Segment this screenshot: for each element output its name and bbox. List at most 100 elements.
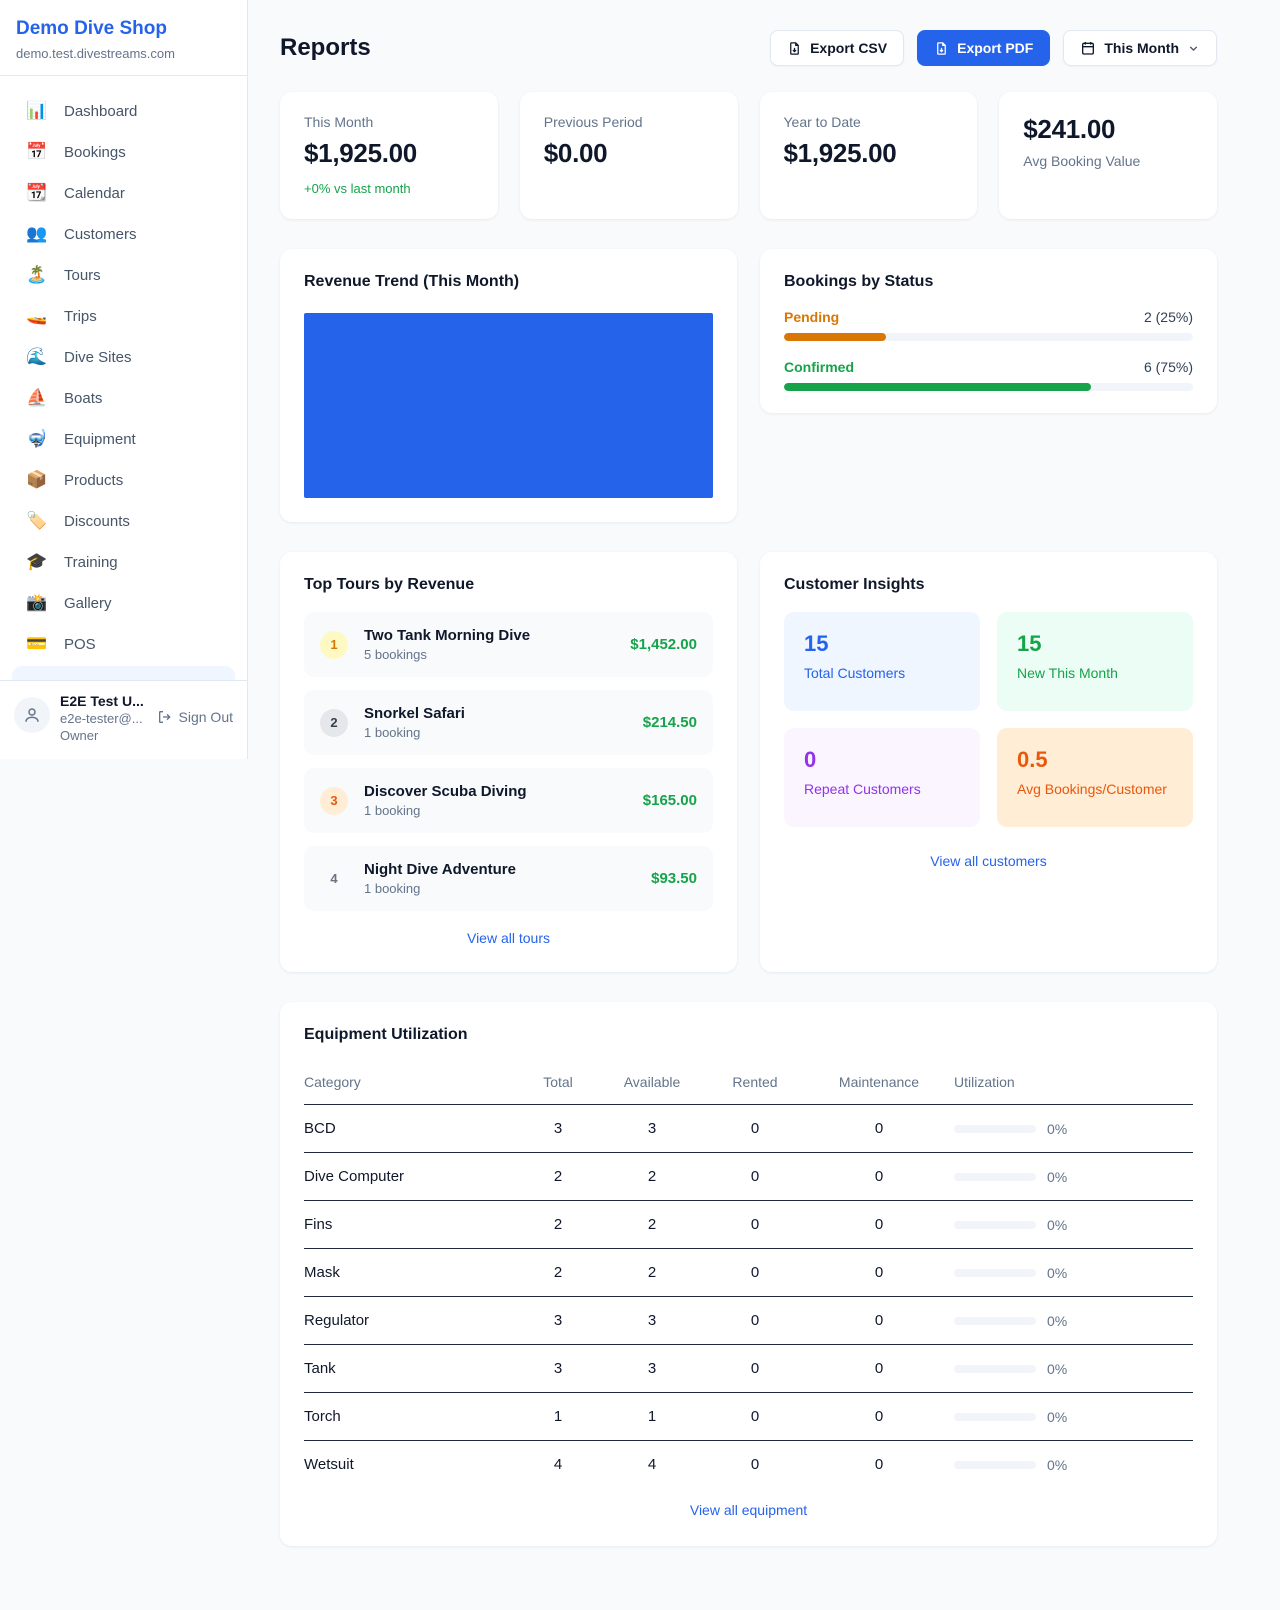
view-all-tours-link[interactable]: View all tours bbox=[466, 930, 550, 946]
table-row: Tank 3 3 0 0 0% bbox=[304, 1344, 1193, 1393]
sidebar-item-pos[interactable]: 💳 POS bbox=[12, 624, 235, 664]
sidebar-item-label: Equipment bbox=[64, 430, 136, 448]
stat-value: $1,925.00 bbox=[783, 138, 897, 168]
bookings-by-status-card: Bookings by Status Pending 2 (25%) Confirm… bbox=[760, 249, 1217, 413]
stat-card: This Month $1,925.00 +0% vs last month bbox=[280, 92, 498, 219]
calendar-icon bbox=[1082, 42, 1095, 55]
stat-card: Year to Date $1,925.00 bbox=[759, 92, 978, 219]
header-actions: Export CSV Export PDF This Month bbox=[770, 30, 1217, 66]
tours-island-icon: 🏝️ bbox=[26, 265, 48, 284]
equipment-category: Fins bbox=[304, 1200, 512, 1249]
status-value: 2 (25%) bbox=[1143, 309, 1193, 325]
status-bar-fill bbox=[784, 333, 887, 341]
tour-amount: $165.00 bbox=[642, 792, 697, 809]
charts-row: Revenue Trend (This Month) Bookings by S… bbox=[280, 249, 1217, 522]
utilization-percent: 0% bbox=[1047, 1120, 1068, 1137]
sidebar-item-label: Trips bbox=[64, 307, 97, 325]
equipment-utilization: 0% bbox=[948, 1152, 1193, 1201]
sidebar-item-customers[interactable]: 👥 Customers bbox=[12, 214, 235, 254]
equipment-maintenance: 0 bbox=[810, 1392, 948, 1441]
tour-amount: $214.50 bbox=[642, 714, 697, 731]
sidebar-item-trips[interactable]: 🚤 Trips bbox=[12, 296, 235, 336]
export-pdf-button[interactable]: Export PDF bbox=[917, 30, 1051, 66]
sidebar-item-training[interactable]: 🎓 Training bbox=[12, 542, 235, 582]
equipment-total: 3 bbox=[512, 1104, 604, 1153]
sidebar-item-gallery[interactable]: 📸 Gallery bbox=[12, 583, 235, 623]
equipment-rented: 0 bbox=[700, 1200, 810, 1249]
equipment-total: 2 bbox=[512, 1200, 604, 1249]
stat-card: $241.00 Avg Booking Value bbox=[999, 92, 1217, 219]
sidebar-item-boats[interactable]: ⛵ Boats bbox=[12, 378, 235, 418]
equipment-category: Dive Computer bbox=[304, 1152, 512, 1201]
utilization-percent: 0% bbox=[1047, 1408, 1068, 1425]
equipment-available: 3 bbox=[604, 1104, 700, 1153]
table-row: Regulator 3 3 0 0 0% bbox=[304, 1296, 1193, 1345]
equipment-maintenance: 0 bbox=[810, 1104, 948, 1153]
insight-label: Total Customers bbox=[804, 665, 906, 681]
sidebar-item-label: Products bbox=[64, 471, 124, 489]
tour-rank-badge: 4 bbox=[330, 871, 338, 886]
sidebar-divider bbox=[0, 75, 247, 76]
equipment-category: Tank bbox=[304, 1344, 512, 1393]
utilization-bar bbox=[954, 1268, 1036, 1277]
sidebar-item-tours[interactable]: 🏝️ Tours bbox=[12, 255, 235, 295]
tour-bookings: 5 bookings bbox=[364, 647, 427, 662]
sidebar-item-label: Gallery bbox=[64, 594, 112, 612]
dive-sites-wave-icon: 🌊 bbox=[26, 347, 48, 366]
equipment-utilization: 0% bbox=[948, 1441, 1193, 1484]
export-csv-button[interactable]: Export CSV bbox=[770, 30, 905, 66]
stat-label: Previous Period bbox=[543, 114, 643, 130]
period-label: This Month bbox=[1104, 40, 1179, 56]
customer-insights-title: Customer Insights bbox=[784, 576, 925, 593]
sidebar-item-calendar[interactable]: 📆 Calendar bbox=[12, 173, 235, 213]
user-meta: E2E Test U... e2e-tester@... Owner bbox=[60, 693, 147, 743]
sidebar-item-bookings[interactable]: 📅 Bookings bbox=[12, 132, 235, 172]
equipment-utilization-title: Equipment Utilization bbox=[304, 1026, 468, 1043]
revenue-trend-title: Revenue Trend (This Month) bbox=[304, 273, 520, 290]
stat-label: Avg Booking Value bbox=[1023, 153, 1141, 169]
view-all-customers-link[interactable]: View all customers bbox=[930, 853, 1047, 869]
gallery-camera-icon: 📸 bbox=[26, 593, 48, 612]
tour-name: Two Tank Morning Dive bbox=[364, 627, 531, 644]
tour-amount: $93.50 bbox=[651, 870, 697, 887]
sidebar-item-label: POS bbox=[64, 635, 96, 653]
sidebar-item-equipment[interactable]: 🤿 Equipment bbox=[12, 419, 235, 459]
sidebar-item-products[interactable]: 📦 Products bbox=[12, 460, 235, 500]
insight-value: 0.5 bbox=[1017, 747, 1048, 772]
sign-out-label: Sign Out bbox=[178, 709, 233, 725]
tour-row: 4 Night Dive Adventure 1 booking $93.50 bbox=[304, 846, 713, 911]
tour-row: 2 Snorkel Safari 1 booking $214.50 bbox=[304, 690, 713, 755]
insight-label: New This Month bbox=[1017, 665, 1118, 681]
utilization-bar bbox=[954, 1220, 1036, 1229]
tour-name: Snorkel Safari bbox=[364, 705, 465, 722]
sidebar-item-dashboard[interactable]: 📊 Dashboard bbox=[12, 91, 235, 131]
equipment-utilization-card: Equipment Utilization Category Total Avail… bbox=[280, 1002, 1217, 1546]
brand-block: Demo Dive Shop demo.test.divestreams.com bbox=[0, 0, 247, 75]
stat-value: $1,925.00 bbox=[304, 138, 417, 168]
shop-name: Demo Dive Shop bbox=[16, 18, 167, 39]
tour-rows: 1 Two Tank Morning Dive 5 bookings $1,452.0… bbox=[304, 612, 713, 911]
stat-value: $0.00 bbox=[543, 138, 608, 168]
sign-out-button[interactable]: Sign Out bbox=[157, 709, 233, 725]
sidebar-item-dive-sites[interactable]: 🌊 Dive Sites bbox=[12, 337, 235, 377]
equipment-total: 2 bbox=[512, 1248, 604, 1297]
sidebar-item-reports-partial[interactable] bbox=[12, 666, 235, 680]
equipment-utilization: 0% bbox=[948, 1344, 1193, 1393]
equipment-utilization: 0% bbox=[948, 1200, 1193, 1249]
equipment-column-header: Available bbox=[604, 1064, 700, 1105]
table-row: Wetsuit 4 4 0 0 0% bbox=[304, 1441, 1193, 1484]
user-icon bbox=[25, 708, 39, 722]
period-dropdown[interactable]: This Month bbox=[1063, 30, 1217, 66]
file-download-icon bbox=[790, 41, 799, 55]
utilization-bar bbox=[954, 1172, 1036, 1181]
equipment-category: Regulator bbox=[304, 1296, 512, 1345]
tour-bookings: 1 booking bbox=[364, 803, 421, 818]
equipment-column-header: Total bbox=[512, 1064, 604, 1105]
sidebar-item-discounts[interactable]: 🏷️ Discounts bbox=[12, 501, 235, 541]
table-row: BCD 3 3 0 0 0% bbox=[304, 1104, 1193, 1153]
view-all-equipment-link[interactable]: View all equipment bbox=[689, 1502, 808, 1518]
utilization-percent: 0% bbox=[1047, 1456, 1068, 1473]
user-block: E2E Test U... e2e-tester@... Owner Sign … bbox=[0, 680, 247, 759]
equipment-utilization: 0% bbox=[948, 1248, 1193, 1297]
tour-rank-badge: 1 bbox=[320, 630, 348, 659]
